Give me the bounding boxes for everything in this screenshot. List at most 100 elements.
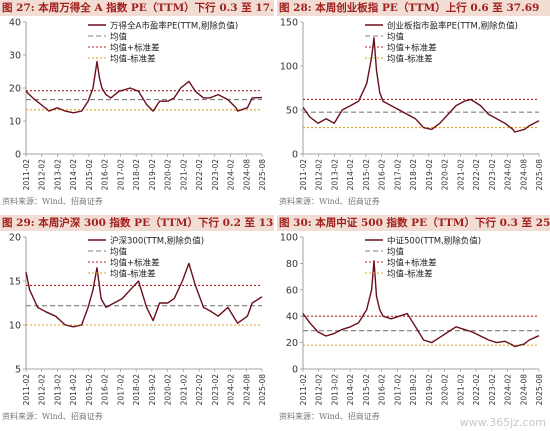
source-note: 资料来源：Wind、招商证券 (2, 197, 103, 206)
x-tick-label: 2021-02 (456, 374, 465, 406)
x-tick-label: 2024-02 (504, 374, 513, 406)
x-tick-label: 2011-02 (299, 159, 308, 191)
y-tick-label: 20 (9, 233, 21, 244)
x-tick-label: 2025-08 (258, 159, 267, 191)
panel-title: 图 27: 本周万得全 A 指数 PE（TTM）下行 0.3 至 17.11 (0, 0, 274, 16)
x-tick-label: 2025-08 (258, 374, 267, 406)
x-tick-label: 2018-02 (409, 159, 418, 191)
y-tick-label: 30 (9, 51, 21, 62)
x-tick-label: 2023-02 (488, 374, 497, 406)
series-line (25, 60, 263, 114)
x-tick-label: 2013-02 (330, 159, 339, 191)
x-tick-label: 2015-02 (85, 374, 94, 406)
y-tick-label: 40 (9, 18, 21, 29)
y-tick-label: 15 (9, 277, 21, 288)
x-tick-label: 2013-02 (53, 159, 62, 191)
series-line (302, 260, 540, 348)
chart-panel-28: 图 28: 本周创业板指 PE（TTM）上行 0.6 至 37.69 0 50 10… (277, 0, 550, 215)
x-tick-label: 2021-02 (179, 159, 188, 191)
x-tick-label: 2024-08 (519, 374, 528, 406)
legend-label: 均值+标准差 (387, 42, 437, 53)
x-tick-label: 2018-02 (132, 374, 141, 406)
y-tick-label: 0 (292, 150, 298, 161)
legend-label: 均值-标准差 (387, 268, 433, 279)
x-tick-label: 2017-02 (393, 159, 402, 191)
x-tick-label: 2019-02 (425, 374, 434, 406)
x-tick-label: 2025-08 (535, 159, 544, 191)
chart-panel-27: 图 27: 本周万得全 A 指数 PE（TTM）下行 0.3 至 17.11 0… (0, 0, 274, 215)
x-tick-label: 2024-08 (519, 159, 528, 191)
x-tick-label: 2014-02 (69, 159, 78, 191)
x-tick-label: 2017-02 (116, 159, 125, 191)
panel-title: 图 30: 本周中证 500 指数 PE（TTM）下行 0.3 至 25.20 (277, 215, 550, 231)
chart-panel-29: 图 29: 本周沪深 300 指数 PE（TTM）下行 0.2 至 13.23 … (0, 215, 274, 430)
watermark: www.365jz.com (459, 416, 546, 429)
legend-label: 均值+标准差 (387, 257, 437, 268)
chart-svg: 0 50 100 150 2011-02 2012-02 2013-02 2014-02 201… (280, 18, 544, 191)
panel-title: 图 28: 本周创业板指 PE（TTM）上行 0.6 至 37.69 (277, 0, 550, 16)
x-tick-label: 2024-08 (242, 374, 251, 406)
y-tick-label: 10 (9, 321, 21, 332)
y-tick-label: 100 (280, 233, 298, 244)
x-tick-label: 2015-02 (362, 159, 371, 191)
x-tick-label: 2013-02 (53, 374, 62, 406)
y-tick-label: 50 (286, 106, 298, 117)
x-tick-label: 2023-02 (211, 374, 220, 406)
x-tick-label: 2022-02 (472, 374, 481, 406)
x-tick-label: 2022-02 (195, 159, 204, 191)
x-tick-label: 2012-02 (38, 374, 47, 406)
x-tick-label: 2015-02 (362, 374, 371, 406)
x-tick-label: 2021-02 (456, 159, 465, 191)
x-tick-label: 2019-02 (148, 159, 157, 191)
y-tick-label: 5 (15, 365, 21, 376)
panel-title: 图 29: 本周沪深 300 指数 PE（TTM）下行 0.2 至 13.23 (0, 215, 274, 231)
x-tick-label: 2011-02 (299, 374, 308, 406)
x-tick-label: 2016-02 (101, 374, 110, 406)
chart-panel-30: 图 30: 本周中证 500 指数 PE（TTM）下行 0.3 至 25.20 … (277, 215, 550, 430)
x-tick-label: 2017-02 (393, 374, 402, 406)
y-tick-label: 60 (286, 285, 298, 296)
y-tick-label: 40 (286, 312, 298, 323)
y-tick-label: 0 (15, 150, 21, 161)
legend-label: 均值 (387, 31, 405, 42)
x-tick-label: 2017-02 (116, 374, 125, 406)
x-tick-label: 2022-02 (195, 374, 204, 406)
legend-label: 均值 (110, 31, 128, 42)
series-line (25, 262, 263, 328)
x-tick-label: 2018-02 (132, 159, 141, 191)
x-tick-label: 2011-02 (22, 374, 31, 406)
x-tick-label: 2014-02 (346, 374, 355, 406)
chart-svg: 0 10 20 30 40 2011-02 2012-02 2013-02 2014-02 201… (9, 18, 267, 191)
legend-label: 均值+标准差 (110, 42, 160, 53)
x-tick-label: 2011-02 (22, 159, 31, 191)
legend-label: 万得全A市盈率PE(TTM,剔除负值) (110, 20, 238, 31)
source-note: 资料来源：Wind、招商证券 (279, 197, 380, 206)
x-tick-label: 2016-02 (101, 159, 110, 191)
x-tick-label: 2012-02 (315, 374, 324, 406)
x-tick-label: 2014-02 (346, 159, 355, 191)
x-tick-label: 2018-02 (409, 374, 418, 406)
legend-label: 均值-标准差 (110, 53, 156, 64)
y-tick-label: 20 (286, 338, 298, 349)
y-tick-label: 10 (9, 117, 21, 128)
y-tick-label: 80 (286, 259, 298, 270)
chart-svg: 0 20 40 60 80 100 2011-02 2012-02 2013-02 2014-02… (280, 233, 544, 406)
x-tick-label: 2020-02 (164, 159, 173, 191)
x-tick-label: 2015-02 (85, 159, 94, 191)
x-tick-label: 2025-08 (535, 374, 544, 406)
x-tick-label: 2019-02 (148, 374, 157, 406)
legend-label: 沪深300(TTM,剔除负值) (110, 235, 204, 246)
y-tick-label: 0 (292, 365, 298, 376)
x-tick-label: 2014-02 (69, 374, 78, 406)
legend-label: 均值+标准差 (110, 257, 160, 268)
x-tick-label: 2016-02 (378, 374, 387, 406)
source-note: 资料来源：Wind、招商证券 (2, 412, 103, 421)
x-tick-label: 2023-02 (211, 159, 220, 191)
legend-label: 均值-标准差 (110, 268, 156, 279)
x-tick-label: 2012-02 (38, 159, 47, 191)
x-tick-label: 2021-02 (179, 374, 188, 406)
x-tick-label: 2024-02 (504, 159, 513, 191)
y-tick-label: 100 (280, 62, 298, 73)
x-tick-label: 2023-02 (488, 159, 497, 191)
x-tick-label: 2019-02 (425, 159, 434, 191)
